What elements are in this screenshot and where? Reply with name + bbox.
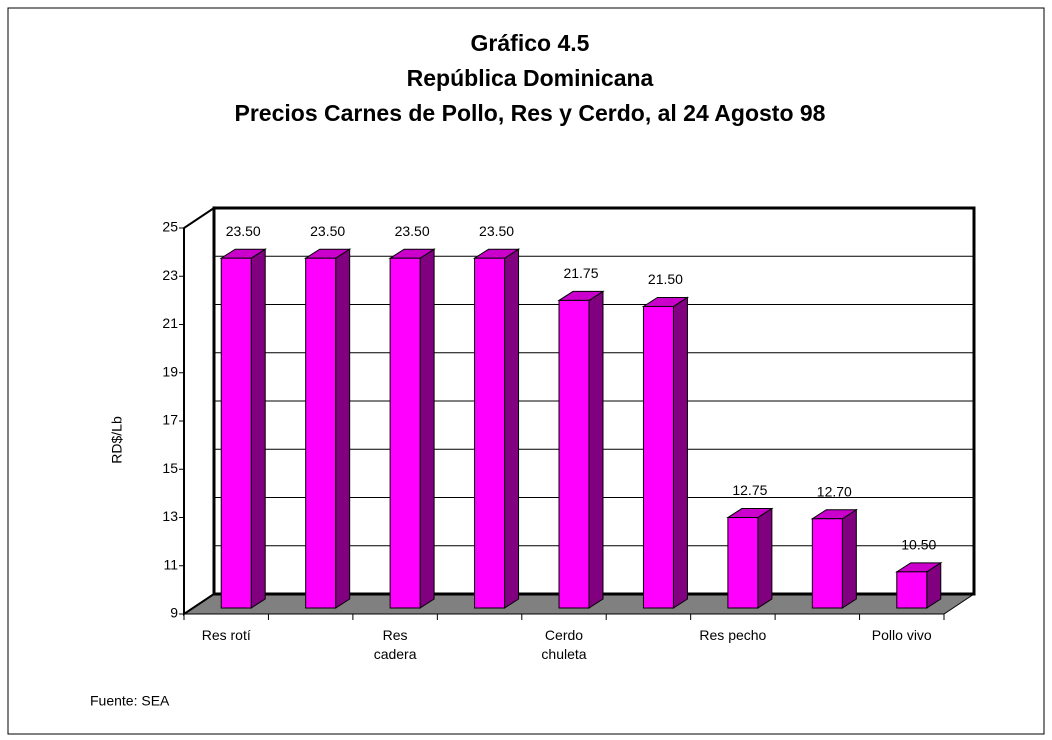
x-tick-label: Res cadera bbox=[373, 627, 417, 662]
value-label: 23.50 bbox=[395, 223, 430, 239]
bar-side bbox=[757, 507, 773, 609]
bar bbox=[474, 257, 506, 609]
chart-title: Precios Carnes de Pollo, Res y Cerdo, al… bbox=[235, 100, 826, 126]
value-label: 23.50 bbox=[479, 223, 514, 239]
bar bbox=[727, 517, 759, 609]
bar bbox=[389, 257, 421, 609]
chart-title: República Dominicana bbox=[407, 65, 654, 91]
bar bbox=[896, 571, 928, 609]
bar-side bbox=[841, 508, 857, 609]
value-label: 21.75 bbox=[563, 265, 598, 281]
y-tick-label: 23 bbox=[162, 267, 178, 283]
bar bbox=[811, 518, 843, 609]
bar-side bbox=[335, 248, 351, 609]
value-label: 23.50 bbox=[226, 223, 261, 239]
y-tick-label: 21 bbox=[162, 315, 178, 331]
y-tick-label: 13 bbox=[162, 508, 178, 524]
bar-side bbox=[419, 248, 435, 609]
value-label: 12.75 bbox=[732, 482, 767, 498]
bar bbox=[220, 257, 252, 609]
bar bbox=[305, 257, 337, 609]
bar bbox=[642, 305, 674, 609]
x-tick-label: Cerdo chuleta bbox=[541, 627, 587, 662]
value-label: 10.50 bbox=[901, 537, 936, 553]
y-tick-label: 17 bbox=[162, 412, 178, 428]
bar-side bbox=[672, 296, 688, 609]
y-axis-label: RD$/Lb bbox=[109, 416, 125, 464]
bar-side bbox=[250, 248, 266, 609]
y-tick-label: 19 bbox=[162, 363, 178, 379]
bar-side bbox=[504, 248, 520, 609]
y-tick-label: 25 bbox=[162, 219, 178, 235]
bar-side bbox=[588, 290, 604, 609]
source-note: Fuente: SEA bbox=[90, 693, 170, 709]
x-tick-label: Res pecho bbox=[699, 627, 767, 643]
side-wall bbox=[183, 206, 215, 616]
value-label: 12.70 bbox=[817, 483, 852, 499]
y-tick-label: 9 bbox=[170, 605, 178, 621]
x-tick-label: Pollo vivo bbox=[871, 627, 932, 643]
y-tick-label: 11 bbox=[163, 556, 178, 572]
value-label: 21.50 bbox=[648, 271, 683, 287]
bar bbox=[558, 299, 590, 609]
x-tick-label: Res rotí bbox=[201, 627, 251, 643]
y-tick-label: 15 bbox=[162, 460, 178, 476]
value-label: 23.50 bbox=[310, 223, 345, 239]
chart-title: Gráfico 4.5 bbox=[471, 30, 590, 56]
